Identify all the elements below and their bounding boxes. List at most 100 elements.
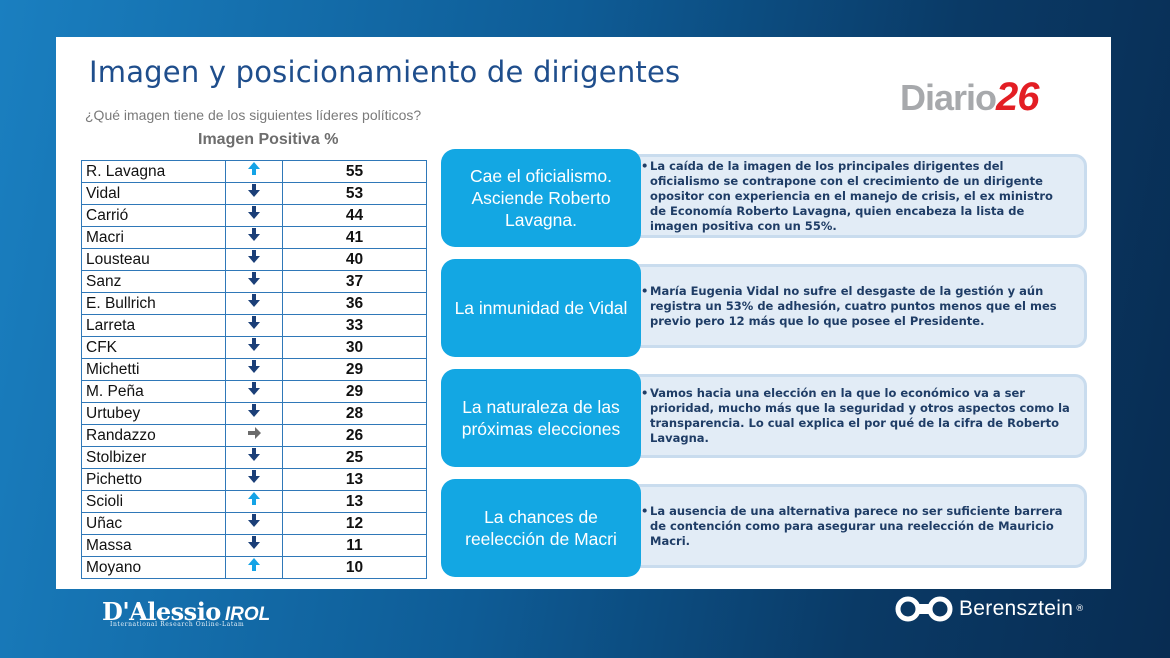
trend-cell <box>225 512 283 535</box>
dalessio-brand: D'Alessio <box>102 597 221 626</box>
positive-image-value: 29 <box>282 358 427 381</box>
positive-image-value: 26 <box>282 424 427 447</box>
positive-image-value: 41 <box>282 226 427 249</box>
table-row: Massa 11 <box>81 534 427 557</box>
page-title: Imagen y posicionamiento de dirigentes <box>89 55 681 89</box>
positive-image-value: 13 <box>282 468 427 491</box>
trend-cell <box>225 380 283 403</box>
leader-name: R. Lavagna <box>81 160 226 183</box>
berensztein-brand: Berensztein <box>959 597 1074 620</box>
leader-name: Uñac <box>81 512 226 535</box>
trend-cell <box>225 270 283 293</box>
positive-image-value: 40 <box>282 248 427 271</box>
table-row: Carrió 44 <box>81 204 427 227</box>
positive-image-value: 11 <box>282 534 427 557</box>
arrow-down-icon <box>247 183 261 203</box>
trend-cell <box>225 556 283 579</box>
positive-image-value: 37 <box>282 270 427 293</box>
trend-cell <box>225 204 283 227</box>
trend-cell <box>225 358 283 381</box>
arrow-right-icon <box>247 426 262 445</box>
logo-word: Diario <box>900 77 997 118</box>
trend-cell <box>225 226 283 249</box>
insight-text: La ausencia de una alternativa parece no… <box>641 504 1072 549</box>
arrow-down-icon <box>247 227 261 247</box>
arrow-down-icon <box>247 271 261 291</box>
table-row: Lousteau 40 <box>81 248 427 271</box>
slide: Imagen y posicionamiento de dirigentes ¿… <box>56 37 1111 589</box>
leader-name: CFK <box>81 336 226 359</box>
arrow-down-icon <box>247 205 261 225</box>
leader-name: Macri <box>81 226 226 249</box>
insight-heading: La inmunidad de Vidal <box>441 259 641 357</box>
leader-name: M. Peña <box>81 380 226 403</box>
insight-note: María Eugenia Vidal no sufre el desgaste… <box>617 264 1087 348</box>
table-row: Larreta 33 <box>81 314 427 337</box>
insight-panel: María Eugenia Vidal no sufre el desgaste… <box>441 259 1098 358</box>
ranking-table: R. Lavagna 55 Vidal 53 Carrió 44 Macri 41 Louste… <box>81 160 427 579</box>
trend-cell <box>225 402 283 425</box>
trend-cell <box>225 534 283 557</box>
trend-cell <box>225 314 283 337</box>
leader-name: Vidal <box>81 182 226 205</box>
arrow-down-icon <box>247 535 261 555</box>
insight-heading: Cae el oficialismo. Asciende Roberto Lav… <box>441 149 641 247</box>
arrow-down-icon <box>247 315 261 335</box>
arrow-down-icon <box>247 403 261 423</box>
leader-name: Moyano <box>81 556 226 579</box>
table-row: Randazzo 26 <box>81 424 427 447</box>
insight-text: La caída de la imagen de los principales… <box>641 159 1072 234</box>
positive-image-value: 55 <box>282 160 427 183</box>
insight-note: La ausencia de una alternativa parece no… <box>617 484 1087 568</box>
leader-name: Michetti <box>81 358 226 381</box>
table-row: Uñac 12 <box>81 512 427 535</box>
leader-name: Scioli <box>81 490 226 513</box>
trend-cell <box>225 182 283 205</box>
insight-note: Vamos hacia una elección en la que lo ec… <box>617 374 1087 458</box>
insight-note: La caída de la imagen de los principales… <box>617 154 1087 238</box>
table-row: M. Peña 29 <box>81 380 427 403</box>
positive-image-value: 25 <box>282 446 427 469</box>
positive-image-value: 28 <box>282 402 427 425</box>
berensztein-mark-icon <box>895 596 953 622</box>
positive-image-value: 33 <box>282 314 427 337</box>
table-row: Sanz 37 <box>81 270 427 293</box>
table-row: Scioli 13 <box>81 490 427 513</box>
leader-name: Massa <box>81 534 226 557</box>
positive-image-value: 44 <box>282 204 427 227</box>
positive-image-value: 10 <box>282 556 427 579</box>
column-heading: Imagen Positiva % <box>198 131 339 148</box>
trend-cell <box>225 446 283 469</box>
arrow-down-icon <box>247 447 261 467</box>
leader-name: Carrió <box>81 204 226 227</box>
irol-brand: IROL <box>224 604 271 625</box>
arrow-up-icon <box>247 557 261 577</box>
positive-image-value: 30 <box>282 336 427 359</box>
arrow-down-icon <box>247 469 261 489</box>
dalessio-tagline: International Research Online-Latam <box>110 621 245 628</box>
insight-panel: Vamos hacia una elección en la que lo ec… <box>441 369 1098 468</box>
arrow-down-icon <box>247 381 261 401</box>
positive-image-value: 13 <box>282 490 427 513</box>
subtitle: ¿Qué imagen tiene de los siguientes líde… <box>85 107 422 123</box>
arrow-down-icon <box>247 293 261 313</box>
leader-name: E. Bullrich <box>81 292 226 315</box>
table-row: Stolbizer 25 <box>81 446 427 469</box>
insight-panel: La caída de la imagen de los principales… <box>441 149 1098 248</box>
arrow-up-icon <box>247 161 261 181</box>
positive-image-value: 36 <box>282 292 427 315</box>
table-row: Moyano 10 <box>81 556 427 579</box>
positive-image-value: 53 <box>282 182 427 205</box>
insight-heading: La chances de reelección de Macri <box>441 479 641 577</box>
table-row: Michetti 29 <box>81 358 427 381</box>
logo-number: 26 <box>996 75 1039 119</box>
positive-image-value: 29 <box>282 380 427 403</box>
diario26-logo: Diario26 <box>900 75 1040 119</box>
dalessio-irol-logo: D'Alessio IROL International Research Onl… <box>102 597 271 628</box>
arrow-down-icon <box>247 513 261 533</box>
leader-name: Sanz <box>81 270 226 293</box>
table-row: R. Lavagna 55 <box>81 160 427 183</box>
insight-text: María Eugenia Vidal no sufre el desgaste… <box>641 284 1072 329</box>
table-row: Urtubey 28 <box>81 402 427 425</box>
trend-cell <box>225 248 283 271</box>
